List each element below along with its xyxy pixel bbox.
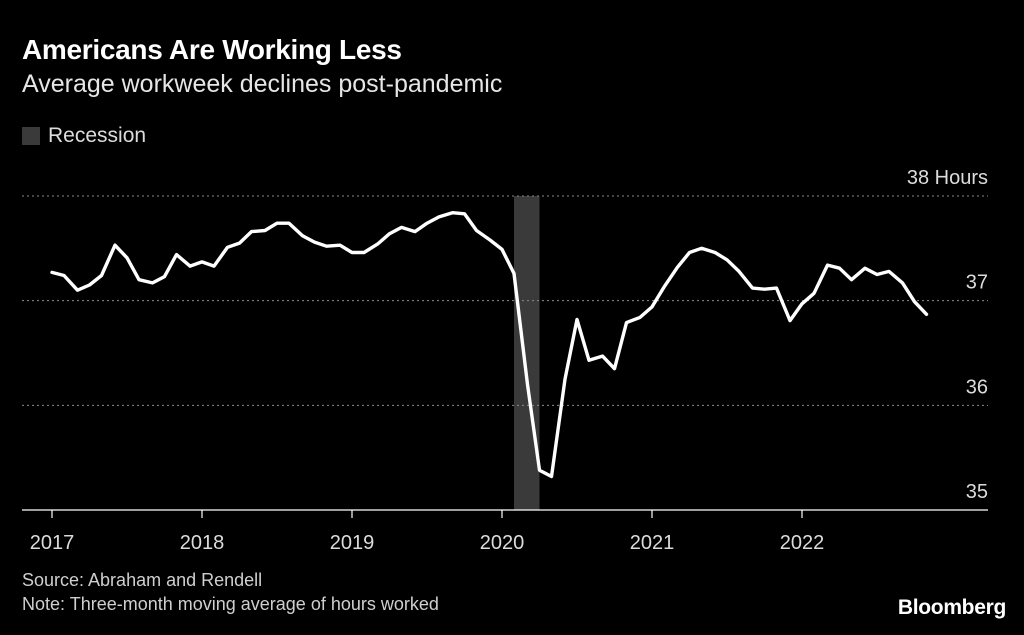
- x-tick-label-2022: 2022: [780, 532, 825, 554]
- x-tick-label-2018: 2018: [180, 532, 225, 554]
- methodology-note: Note: Three-month moving average of hour…: [22, 594, 439, 614]
- x-tick-label-2017: 2017: [30, 532, 75, 554]
- y-tick-label-36: 36: [966, 376, 988, 398]
- chart-subtitle: Average workweek declines post-pandemic: [22, 70, 503, 98]
- x-tick-label-2019: 2019: [330, 532, 375, 554]
- bloomberg-logo: Bloomberg: [897, 596, 1006, 619]
- series-line-workweek: [50, 210, 929, 479]
- legend: Recession: [22, 124, 146, 148]
- y-tick-label-38: 38 Hours: [907, 167, 988, 189]
- recession-band: [514, 196, 540, 510]
- x-tick-label-2020: 2020: [480, 532, 525, 554]
- recession-swatch: [22, 127, 40, 145]
- y-tick-label-37: 37: [966, 272, 988, 294]
- x-tick-label-2021: 2021: [630, 532, 675, 554]
- legend-recession-label: Recession: [48, 124, 147, 147]
- source-note: Source: Abraham and Rendell: [22, 570, 263, 590]
- y-tick-label-35: 35: [966, 481, 988, 503]
- chart-title: Americans Are Working Less: [22, 34, 402, 65]
